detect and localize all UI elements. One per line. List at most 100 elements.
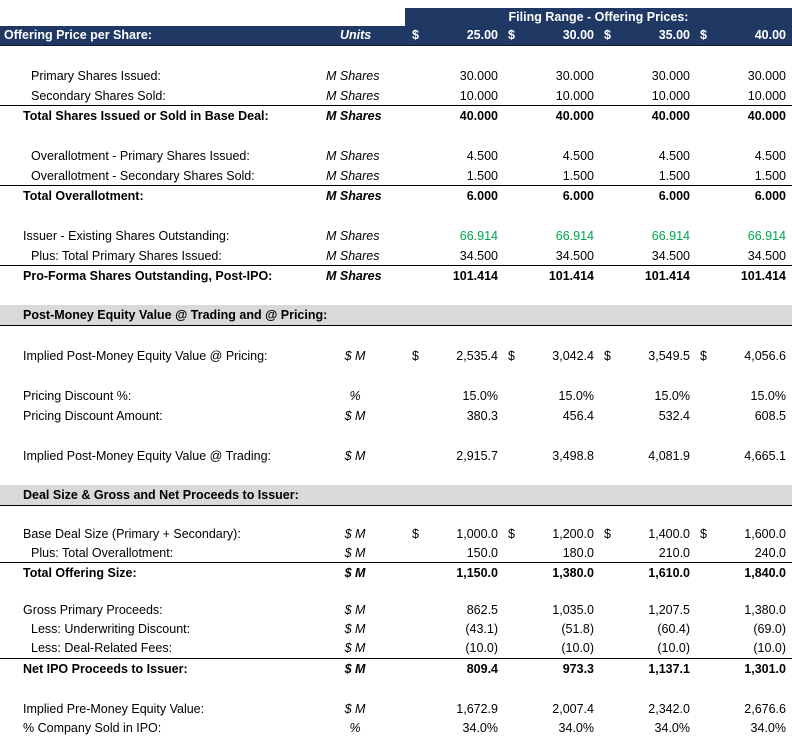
row-value: 10.000: [747, 89, 786, 103]
row-value: 34.500: [747, 249, 786, 263]
section-title: Post-Money Equity Value @ Trading and @ …: [23, 308, 328, 322]
row-label: Pricing Discount Amount:: [23, 409, 163, 423]
row-value: 101.414: [644, 269, 690, 283]
row-value: 1,207.5: [648, 603, 690, 617]
dollar-sign: $: [412, 527, 419, 541]
dollar-sign: $: [604, 349, 611, 363]
row-value: 10.000: [651, 89, 690, 103]
row-unit: M Shares: [326, 249, 380, 263]
row-unit: M Shares: [326, 169, 380, 183]
row-value: 15.0%: [654, 389, 690, 403]
row-value: 15.0%: [558, 389, 594, 403]
units-header: Units: [340, 28, 372, 42]
price-header-0: 25.00: [466, 28, 498, 42]
table-row: Base Deal Size (Primary + Secondary): $ M…: [0, 524, 792, 544]
row-value: 10.000: [459, 89, 498, 103]
row-value: 40.000: [459, 109, 498, 123]
row-unit: $ M: [344, 349, 366, 363]
row-value: 2,535.4: [456, 349, 498, 363]
row-value: 34.0%: [462, 721, 498, 735]
row-value: 34.500: [555, 249, 594, 263]
row-label: Overallotment - Primary Shares Issued:: [31, 149, 250, 163]
row-value: 10.000: [555, 89, 594, 103]
row-label: Total Offering Size:: [23, 566, 137, 580]
price-header-1: 30.00: [562, 28, 594, 42]
row-value: 1.500: [658, 169, 690, 183]
row-value: 34.500: [459, 249, 498, 263]
row-label: % Company Sold in IPO:: [23, 721, 162, 735]
row-label: Gross Primary Proceeds:: [23, 603, 163, 617]
table-row: Plus: Total Primary Shares Issued: M Shar…: [0, 246, 792, 266]
row-value: 2,007.4: [552, 702, 594, 716]
table-row: Less: Deal-Related Fees: $ M (10.0) (10.0) (…: [0, 638, 792, 658]
row-unit: $ M: [344, 662, 366, 676]
price-header-3: 40.00: [754, 28, 786, 42]
row-value: 1,035.0: [552, 603, 594, 617]
row-value: 34.0%: [558, 721, 594, 735]
row-value: 30.000: [651, 69, 690, 83]
row-value: 6.000: [466, 189, 498, 203]
row-value: 4.500: [754, 149, 786, 163]
dollar-sign: $: [700, 349, 707, 363]
table-row: Secondary Shares Sold: M Shares 10.000 10.0…: [0, 86, 792, 106]
table-row: Overallotment - Secondary Shares Sold: M …: [0, 166, 792, 186]
table-row: Implied Post-Money Equity Value @ Tradin…: [0, 446, 792, 466]
row-value: (43.1): [465, 622, 498, 636]
row-label: Base Deal Size (Primary + Secondary):: [23, 527, 241, 541]
row-value: (10.0): [465, 641, 498, 655]
row-value: 2,915.7: [456, 449, 498, 463]
row-value: 34.500: [651, 249, 690, 263]
row-value: 1,200.0: [552, 527, 594, 541]
row-value: 66.914: [555, 229, 594, 243]
row-value: 4.500: [466, 149, 498, 163]
row-value: 1,137.1: [648, 662, 690, 676]
row-label: Implied Post-Money Equity Value @ Pricin…: [23, 349, 268, 363]
table-row: Total Shares Issued or Sold in Base Deal…: [0, 105, 792, 126]
row-value: (51.8): [561, 622, 594, 636]
row-label: Pricing Discount %:: [23, 389, 132, 403]
row-value: 2,342.0: [648, 702, 690, 716]
row-value: 101.414: [452, 269, 498, 283]
dollar-sign: $: [412, 28, 419, 42]
row-value: 3,042.4: [552, 349, 594, 363]
row-value: 30.000: [459, 69, 498, 83]
row-value: 532.4: [658, 409, 690, 423]
table-row: Less: Underwriting Discount: $ M (43.1) (51…: [0, 619, 792, 639]
row-unit: M Shares: [326, 69, 380, 83]
row-value: 40.000: [651, 109, 690, 123]
row-value: 862.5: [466, 603, 498, 617]
row-value: 4,665.1: [744, 449, 786, 463]
row-unit: %: [349, 721, 361, 735]
row-unit: M Shares: [326, 269, 382, 283]
row-value: 1,400.0: [648, 527, 690, 541]
table-row: Plus: Total Overallotment: $ M 150.0 180.0 2…: [0, 543, 792, 563]
row-unit: $ M: [344, 641, 366, 655]
row-value: 4.500: [658, 149, 690, 163]
row-value: 210.0: [658, 546, 690, 560]
row-label: Issuer - Existing Shares Outstanding:: [23, 229, 230, 243]
row-value: 2,676.6: [744, 702, 786, 716]
table-row: Pricing Discount %:% 15.0% 15.0% 15.0% 15.0%: [0, 386, 792, 406]
row-label: Overallotment - Secondary Shares Sold:: [31, 169, 255, 183]
row-unit: M Shares: [326, 109, 382, 123]
dollar-sign: $: [508, 28, 515, 42]
row-value: 180.0: [562, 546, 594, 560]
row-value: 4,081.9: [648, 449, 690, 463]
table-row: Total Offering Size: $ M 1,150.0 1,380.0 1,6…: [0, 562, 792, 583]
table-row: Issuer - Existing Shares Outstanding: M S…: [0, 226, 792, 246]
row-unit: M Shares: [326, 89, 380, 103]
row-value: (10.0): [753, 641, 786, 655]
row-value: (60.4): [657, 622, 690, 636]
row-value: 809.4: [466, 662, 498, 676]
row-value: 456.4: [562, 409, 594, 423]
row-label: Plus: Total Primary Shares Issued:: [31, 249, 222, 263]
row-value: 1,380.0: [552, 566, 594, 580]
offering-price-header-row: Offering Price per Share: Units $ 25.00 …: [0, 26, 792, 46]
dollar-sign: $: [700, 28, 707, 42]
filing-range-header: Filing Range - Offering Prices:: [405, 8, 792, 26]
row-value: 3,498.8: [552, 449, 594, 463]
table-row: Overallotment - Primary Shares Issued: M …: [0, 146, 792, 166]
row-unit: %: [349, 389, 361, 403]
row-value: 150.0: [466, 546, 498, 560]
dollar-sign: $: [508, 349, 515, 363]
